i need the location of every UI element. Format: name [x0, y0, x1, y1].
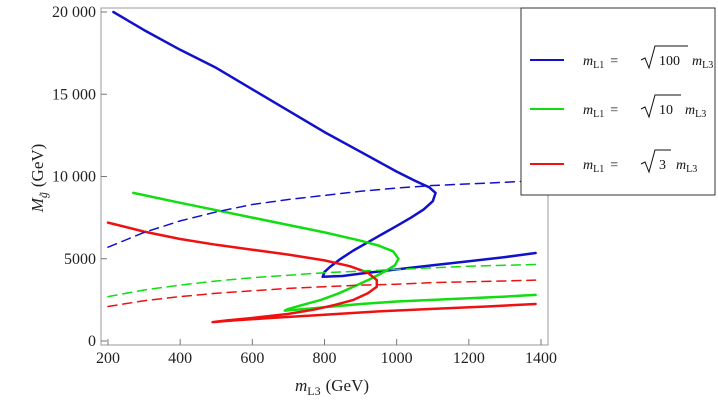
axis-ticks: 200 400 600 800 1000 1200 1400 0 5000 10 000 15 00…	[52, 4, 557, 367]
legend-sqrt-2	[640, 149, 671, 174]
series-green-solid	[132, 191, 537, 312]
x-tick-label-0: 200	[96, 350, 120, 367]
x-tick-label-1: 400	[168, 350, 192, 367]
legend-sqrt-1	[640, 94, 681, 119]
x-tick-label-3: 800	[313, 350, 337, 367]
y-tick-label-3: 15 000	[52, 86, 96, 103]
y-tick-label-1: 5000	[64, 251, 96, 268]
x-tick-label-4: 1000	[381, 350, 413, 367]
legend-entry-1: mL1 =	[583, 103, 618, 120]
series-red-dashed	[107, 279, 537, 308]
y-axis-symbol: M	[28, 197, 47, 213]
x-tick-label-2: 600	[240, 350, 264, 367]
x-axis-symbol: m	[295, 376, 307, 395]
x-axis-label: mL3 (GeV)	[295, 376, 369, 398]
y-tick-label-4: 20 000	[52, 4, 96, 21]
y-axis-label: Mg̃ (GeV)	[28, 144, 50, 214]
y-tick-label-2: 10 000	[52, 169, 96, 186]
series-layer	[106, 10, 537, 324]
legend-sqrt-0	[640, 45, 688, 70]
legend-entry-0: mL1 =	[583, 54, 618, 71]
series-blue-dashed	[107, 179, 537, 248]
y-axis-unit: (GeV)	[28, 144, 47, 187]
series-green-dashed	[107, 263, 537, 298]
legend-sqrt-arg-2: 3	[659, 158, 666, 173]
legend: mL1 = 100 mL3 mL1 = 10 mL3 mL1 = 3 mL3	[520, 7, 716, 196]
y-axis-subscript: g̃	[36, 192, 50, 198]
legend-rhs-1: mL3	[685, 103, 706, 120]
x-axis-subscript: L3	[307, 384, 320, 398]
legend-rhs-2: mL3	[676, 158, 697, 175]
legend-rhs-0: mL3	[692, 54, 713, 71]
y-tick-label-0: 0	[88, 333, 96, 350]
legend-sqrt-arg-1: 10	[659, 103, 673, 118]
series-red-solid	[106, 221, 537, 324]
x-tick-label-6: 1400	[525, 350, 557, 367]
legend-sqrt-arg-0: 100	[659, 54, 680, 69]
legend-entry-2: mL1 =	[583, 158, 618, 175]
x-axis-unit: (GeV)	[326, 376, 369, 395]
x-tick-label-5: 1200	[453, 350, 485, 367]
plot-frame	[100, 7, 549, 346]
